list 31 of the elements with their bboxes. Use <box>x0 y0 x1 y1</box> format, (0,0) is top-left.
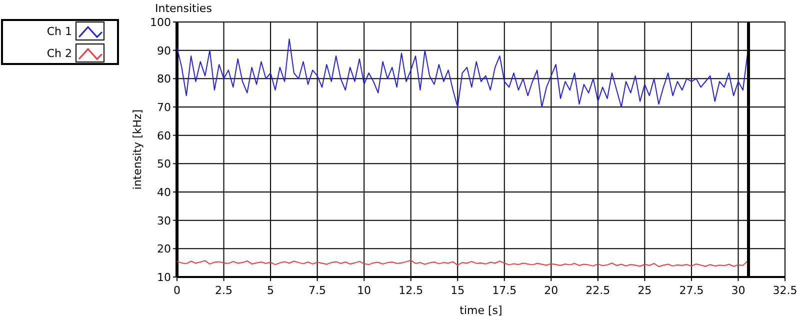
y-tick-label: 30 <box>157 214 171 228</box>
y-tick-label: 10 <box>157 271 171 284</box>
legend-label: Ch 2 <box>46 47 72 60</box>
line-series <box>176 260 748 268</box>
y-tick-label: 90 <box>157 44 171 58</box>
x-tick-label: 7.5 <box>308 284 326 297</box>
x-tick-label: 15 <box>450 284 465 297</box>
x-tick-label: 2.5 <box>215 284 233 297</box>
y-tick-label: 80 <box>157 72 171 86</box>
x-tick-label: 25 <box>638 284 652 297</box>
y-tick-label: 60 <box>157 129 171 142</box>
x-tick-label: 30 <box>731 284 746 297</box>
y-tick-label: 50 <box>157 158 171 171</box>
y-tick-label: 70 <box>157 101 171 114</box>
x-tick-label: 27.5 <box>679 284 704 297</box>
x-tick-label: 32.5 <box>772 284 798 297</box>
chart-title: Intensities <box>155 2 212 15</box>
x-tick-label: 0 <box>174 284 180 297</box>
legend-label: Ch 1 <box>46 25 72 38</box>
y-tick-label: 100 <box>150 16 171 29</box>
x-tick-label: 12.5 <box>398 284 424 297</box>
x-tick-label: 10 <box>357 284 372 297</box>
x-tick-label: 20 <box>544 284 558 297</box>
line-series <box>176 38 748 108</box>
x-tick-label: 17.5 <box>492 284 517 297</box>
y-axis-title: intensity [kHz] <box>131 109 144 190</box>
y-tick-label: 40 <box>157 186 171 199</box>
x-tick-label: 5 <box>267 284 274 297</box>
x-tick-label: 22.5 <box>586 284 610 297</box>
x-axis-title: time [s] <box>460 304 502 317</box>
y-tick-label: 20 <box>157 242 171 256</box>
